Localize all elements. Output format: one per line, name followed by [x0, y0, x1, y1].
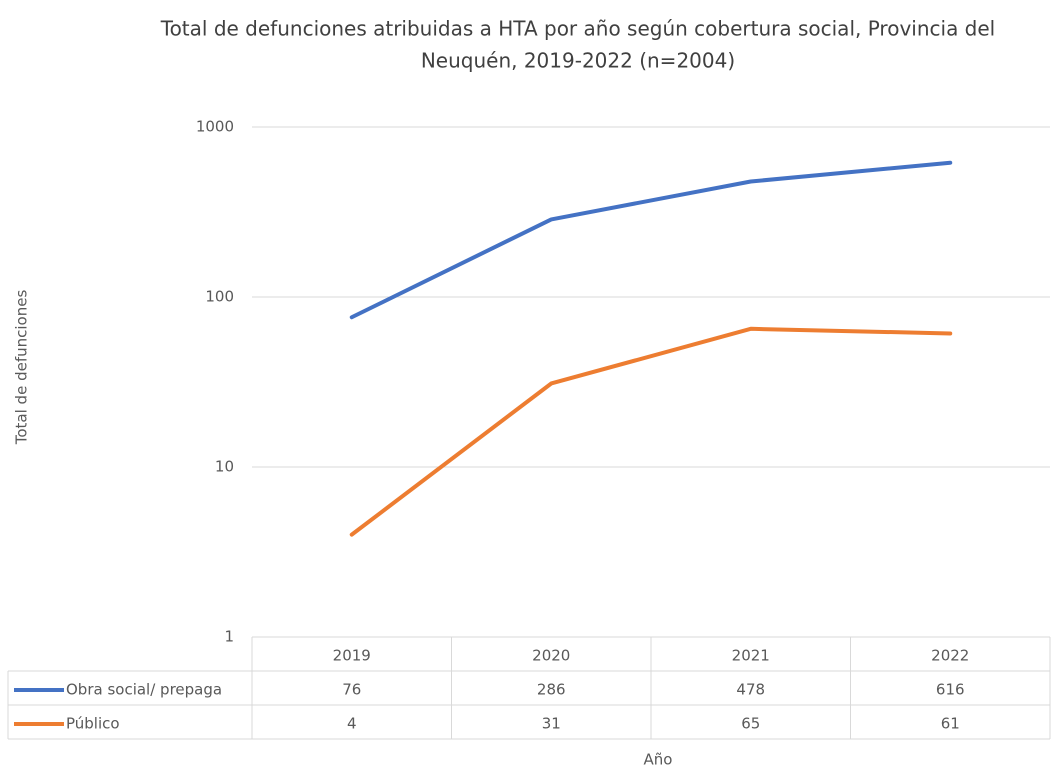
chart-title-line2: Neuquén, 2019-2022 (n=2004)	[421, 49, 735, 73]
table-value: 616	[936, 681, 965, 699]
table-value: 61	[941, 715, 960, 733]
table-value: 31	[542, 715, 561, 733]
table-value: 65	[741, 715, 760, 733]
series-line	[349, 160, 953, 320]
x-tick-label: 2019	[333, 647, 371, 665]
x-tick-label: 2022	[931, 647, 969, 665]
table-value: 286	[537, 681, 566, 699]
y-tick-label: 1	[224, 628, 234, 646]
y-tick-label: 10	[215, 458, 234, 476]
table-value: 478	[736, 681, 765, 699]
table-value: 76	[342, 681, 361, 699]
table-value: 4	[347, 715, 357, 733]
series-line	[349, 326, 953, 537]
legend-label: Público	[66, 715, 120, 733]
x-tick-label: 2020	[532, 647, 570, 665]
y-tick-label: 100	[205, 288, 234, 306]
y-tick-label: 1000	[196, 118, 234, 136]
x-axis-label: Año	[644, 751, 673, 768]
y-axis-label: Total de defunciones	[13, 290, 31, 446]
x-tick-label: 2021	[732, 647, 770, 665]
chart-title: Total de defunciones atribuidas a HTA po…	[160, 17, 995, 41]
legend-label: Obra social/ prepaga	[66, 681, 222, 699]
